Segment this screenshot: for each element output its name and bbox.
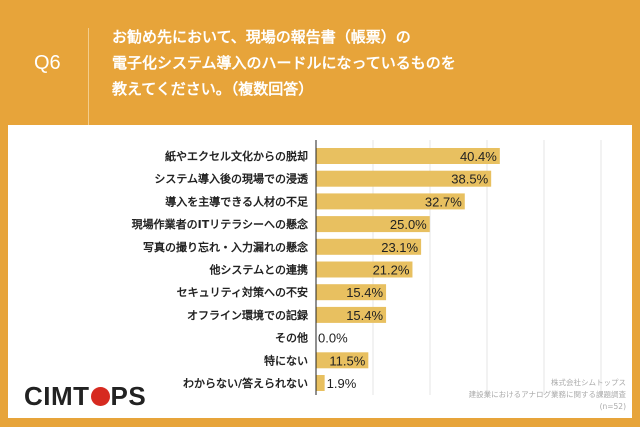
data-label: 11.5% — [329, 353, 365, 368]
bar — [316, 284, 387, 301]
data-label: 15.4% — [346, 308, 383, 323]
question-number: Q6 — [34, 52, 61, 74]
bar — [316, 238, 422, 255]
bar — [316, 352, 369, 369]
data-label: 0.0% — [318, 331, 348, 346]
bar — [316, 216, 430, 233]
category-label: セキュリティ対策への不安 — [177, 285, 308, 299]
category-label: 他システムとの連携 — [208, 263, 308, 277]
data-label: 23.1% — [381, 240, 418, 255]
data-label: 38.5% — [451, 172, 488, 187]
bar — [316, 306, 387, 323]
source-note: 株式会社シムトップス 建設業におけるアナログ業務に関する課題調査 (n=52) — [469, 377, 626, 413]
data-label: 15.4% — [346, 285, 383, 300]
divider — [88, 28, 89, 128]
category-label: 特にない — [264, 353, 308, 367]
data-label: 21.2% — [373, 263, 410, 278]
data-label: 25.0% — [390, 217, 427, 232]
sample-size: (n=52) — [599, 402, 626, 411]
data-label: 1.9% — [327, 376, 357, 391]
category-label: 写真の撮り忘れ・入力漏れの懸念 — [143, 240, 309, 254]
category-label: 現場作業者のITリテラシーへの懸念 — [132, 217, 309, 231]
bar — [316, 148, 500, 164]
category-label: システム導入後の現場での浸透 — [154, 172, 309, 186]
company-name: 株式会社シムトップス — [551, 378, 626, 387]
category-label: その他 — [275, 331, 308, 345]
survey-name: 建設業におけるアナログ業務に関する課題調査 — [468, 390, 626, 399]
cimtops-logo: CIMT PS — [24, 381, 147, 411]
bar — [316, 170, 492, 187]
category-label: わからない/答えられない — [183, 376, 308, 390]
category-label: 導入を主導できる人材の不足 — [165, 194, 309, 208]
data-label: 32.7% — [425, 194, 462, 209]
bar — [316, 193, 465, 210]
question-title: お勧め先において、現場の報告書（帳票）の 電子化システム導入のハードルになってい… — [112, 28, 456, 98]
bar — [316, 261, 413, 278]
data-label: 40.4% — [460, 149, 497, 164]
category-label: 紙やエクセル文化からの脱却 — [165, 149, 308, 163]
category-label: オフライン環境での記録 — [187, 308, 309, 322]
bar — [316, 375, 325, 391]
